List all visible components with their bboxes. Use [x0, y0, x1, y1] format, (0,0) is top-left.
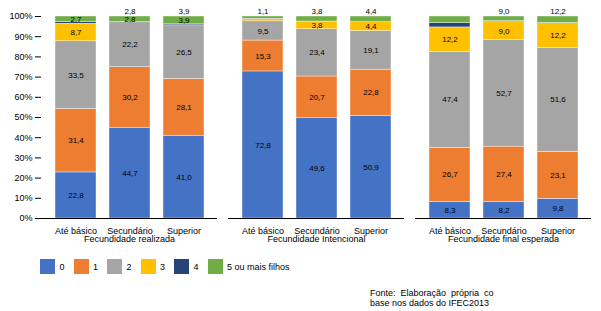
svg-text:100%: 100% [9, 11, 32, 21]
svg-text:9,0: 9,0 [498, 27, 510, 36]
svg-text:Fecundidade Intencional: Fecundidade Intencional [267, 233, 366, 244]
svg-text:30,2: 30,2 [122, 93, 138, 102]
svg-text:12,2: 12,2 [442, 35, 458, 44]
svg-text:44,7: 44,7 [122, 169, 138, 178]
svg-text:Até básico: Até básico [55, 226, 97, 236]
svg-text:3,8: 3,8 [311, 21, 323, 30]
svg-text:8,3: 8,3 [444, 206, 456, 215]
svg-text:47,4: 47,4 [442, 95, 458, 104]
svg-text:3,9: 3,9 [178, 16, 190, 25]
svg-text:Superior: Superior [167, 226, 201, 236]
svg-text:9,8: 9,8 [552, 204, 564, 213]
svg-text:33,5: 33,5 [68, 71, 84, 80]
svg-text:9,5: 9,5 [257, 27, 269, 36]
svg-text:60%: 60% [14, 92, 32, 102]
svg-text:50%: 50% [14, 112, 32, 122]
svg-text:0%: 0% [19, 213, 32, 223]
svg-text:22,8: 22,8 [68, 191, 84, 200]
svg-text:28,1: 28,1 [176, 103, 192, 112]
svg-text:4,4: 4,4 [365, 7, 377, 16]
svg-text:Até básico: Até básico [242, 226, 284, 236]
svg-text:9,0: 9,0 [498, 7, 510, 16]
svg-text:15,3: 15,3 [255, 52, 271, 61]
svg-text:2,8: 2,8 [124, 15, 136, 24]
svg-text:Fecundidade final esperada: Fecundidade final esperada [448, 233, 559, 244]
svg-text:90%: 90% [14, 32, 32, 42]
svg-text:Secundário: Secundário [481, 226, 527, 236]
svg-text:3,8: 3,8 [311, 7, 323, 16]
svg-text:30%: 30% [14, 153, 32, 163]
svg-text:22,2: 22,2 [122, 40, 138, 49]
svg-text:27,4: 27,4 [496, 170, 512, 179]
svg-text:19,1: 19,1 [363, 46, 379, 55]
svg-text:20%: 20% [14, 173, 32, 183]
svg-text:51,6: 51,6 [550, 95, 566, 104]
svg-text:2,8: 2,8 [124, 7, 136, 16]
svg-text:Secundário: Secundário [107, 226, 153, 236]
svg-text:22,8: 22,8 [363, 88, 379, 97]
html-text:5 ou mais filhos: 5 ou mais filhos [227, 261, 290, 272]
svg-text:Até básico: Até básico [429, 226, 471, 236]
svg-text:8,7: 8,7 [70, 28, 82, 37]
svg-text:20,7: 20,7 [309, 93, 325, 102]
svg-text:12,2: 12,2 [550, 7, 566, 16]
html-text:4: 4 [193, 261, 199, 272]
svg-text:Superior: Superior [354, 226, 388, 236]
svg-text:Secundário: Secundário [294, 226, 340, 236]
svg-text:2,7: 2,7 [70, 15, 82, 24]
svg-text:72,8: 72,8 [255, 141, 271, 150]
html-text:1: 1 [93, 261, 98, 272]
svg-text:70%: 70% [14, 72, 32, 82]
svg-text:26,5: 26,5 [176, 48, 192, 57]
svg-text:49,6: 49,6 [309, 164, 325, 173]
svg-text:Superior: Superior [541, 226, 575, 236]
svg-text:Fecundidade realizada: Fecundidade realizada [84, 233, 175, 244]
html-text:Fonte: Elaboração própria co b: Fonte: Elaboração própria co base nos da… [370, 287, 494, 309]
html-text:2: 2 [126, 261, 132, 272]
svg-text:41,0: 41,0 [176, 173, 192, 182]
svg-text:40%: 40% [14, 133, 32, 143]
svg-text:3,9: 3,9 [178, 7, 190, 16]
html-text:0: 0 [59, 261, 65, 272]
svg-text:26,7: 26,7 [442, 170, 458, 179]
svg-text:23,4: 23,4 [309, 48, 325, 57]
svg-text:50,9: 50,9 [363, 163, 379, 172]
svg-text:4,4: 4,4 [365, 22, 377, 31]
svg-text:12,2: 12,2 [550, 31, 566, 40]
svg-text:52,7: 52,7 [496, 89, 512, 98]
svg-text:23,1: 23,1 [550, 171, 566, 180]
svg-text:8,2: 8,2 [498, 206, 510, 215]
svg-text:31,4: 31,4 [68, 136, 84, 145]
svg-text:80%: 80% [14, 52, 32, 62]
html-text:3: 3 [160, 261, 166, 272]
svg-text:10%: 10% [14, 193, 32, 203]
svg-text:1,1: 1,1 [257, 7, 269, 16]
